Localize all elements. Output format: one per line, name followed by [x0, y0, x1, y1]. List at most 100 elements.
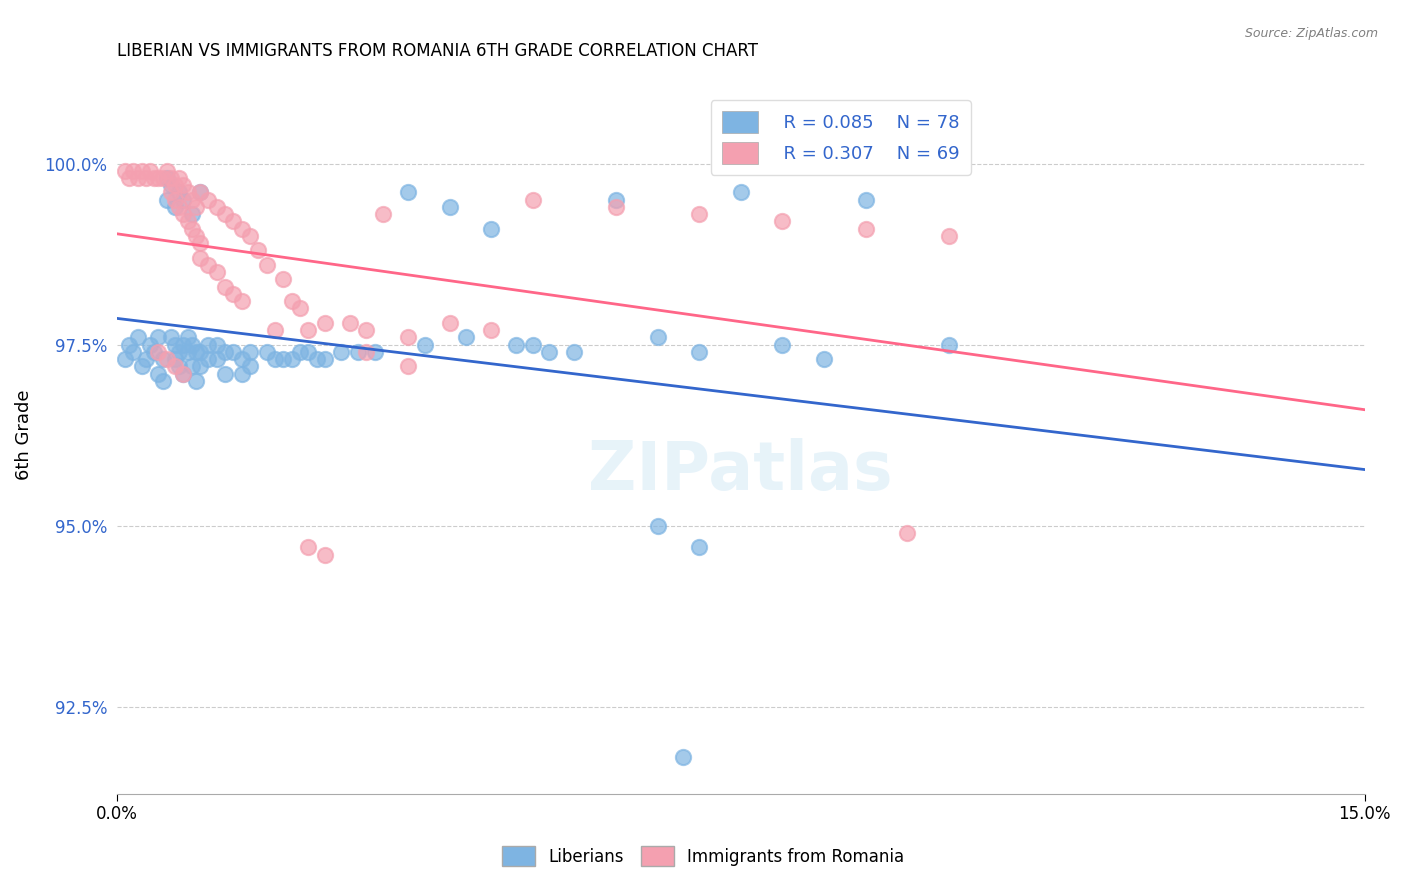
Point — [222, 286, 245, 301]
Point — [855, 193, 877, 207]
Point — [156, 352, 179, 367]
Point — [148, 171, 170, 186]
Point — [205, 200, 228, 214]
Legend:   R = 0.085    N = 78,   R = 0.307    N = 69: R = 0.085 N = 78, R = 0.307 N = 69 — [710, 100, 970, 175]
Point — [114, 163, 136, 178]
Point — [205, 265, 228, 279]
Point — [280, 352, 302, 367]
Point — [172, 193, 194, 207]
Point — [396, 186, 419, 200]
Point — [197, 352, 219, 367]
Point — [605, 193, 627, 207]
Point — [188, 344, 211, 359]
Point — [188, 251, 211, 265]
Point — [288, 344, 311, 359]
Point — [271, 272, 294, 286]
Point — [184, 344, 207, 359]
Point — [180, 193, 202, 207]
Point — [688, 207, 710, 221]
Point — [214, 279, 236, 293]
Point — [222, 344, 245, 359]
Point — [172, 367, 194, 381]
Point — [205, 337, 228, 351]
Point — [176, 186, 198, 200]
Point — [176, 344, 198, 359]
Point — [131, 163, 153, 178]
Point — [770, 337, 793, 351]
Point — [135, 171, 157, 186]
Point — [356, 344, 378, 359]
Point — [165, 359, 187, 374]
Point — [167, 359, 190, 374]
Point — [184, 200, 207, 214]
Point — [184, 229, 207, 244]
Point — [127, 171, 149, 186]
Point — [188, 236, 211, 251]
Point — [214, 344, 236, 359]
Point — [131, 359, 153, 374]
Point — [172, 178, 194, 193]
Point — [256, 258, 278, 272]
Point — [156, 193, 179, 207]
Point — [180, 221, 202, 235]
Point — [605, 200, 627, 214]
Point — [522, 193, 544, 207]
Point — [813, 352, 835, 367]
Point — [160, 171, 183, 186]
Text: ZIPatlas: ZIPatlas — [589, 438, 893, 504]
Point — [172, 337, 194, 351]
Point — [938, 229, 960, 244]
Point — [688, 541, 710, 555]
Point — [256, 344, 278, 359]
Point — [231, 294, 253, 309]
Point — [396, 359, 419, 374]
Point — [413, 337, 436, 351]
Point — [730, 186, 752, 200]
Point — [439, 316, 461, 330]
Point — [180, 359, 202, 374]
Point — [297, 344, 319, 359]
Point — [479, 221, 502, 235]
Point — [143, 171, 166, 186]
Point — [205, 352, 228, 367]
Point — [231, 367, 253, 381]
Point — [456, 330, 478, 344]
Point — [176, 214, 198, 228]
Point — [156, 171, 179, 186]
Point — [339, 316, 361, 330]
Point — [165, 352, 187, 367]
Point — [305, 352, 328, 367]
Point — [479, 323, 502, 337]
Point — [148, 330, 170, 344]
Point — [152, 352, 174, 367]
Point — [505, 337, 527, 351]
Point — [118, 337, 141, 351]
Point — [297, 323, 319, 337]
Point — [371, 207, 394, 221]
Point — [314, 548, 336, 562]
Point — [165, 193, 187, 207]
Point — [165, 178, 187, 193]
Point — [152, 374, 174, 388]
Point — [172, 207, 194, 221]
Point — [160, 186, 183, 200]
Legend: Liberians, Immigrants from Romania: Liberians, Immigrants from Romania — [494, 838, 912, 875]
Point — [364, 344, 387, 359]
Point — [280, 294, 302, 309]
Point — [165, 200, 187, 214]
Point — [197, 193, 219, 207]
Point — [855, 221, 877, 235]
Point — [439, 200, 461, 214]
Point — [647, 330, 669, 344]
Point — [231, 352, 253, 367]
Point — [172, 367, 194, 381]
Point — [167, 186, 190, 200]
Point — [396, 330, 419, 344]
Point — [222, 214, 245, 228]
Point — [167, 171, 190, 186]
Point — [127, 330, 149, 344]
Point — [347, 344, 370, 359]
Point — [271, 352, 294, 367]
Point — [214, 207, 236, 221]
Point — [188, 186, 211, 200]
